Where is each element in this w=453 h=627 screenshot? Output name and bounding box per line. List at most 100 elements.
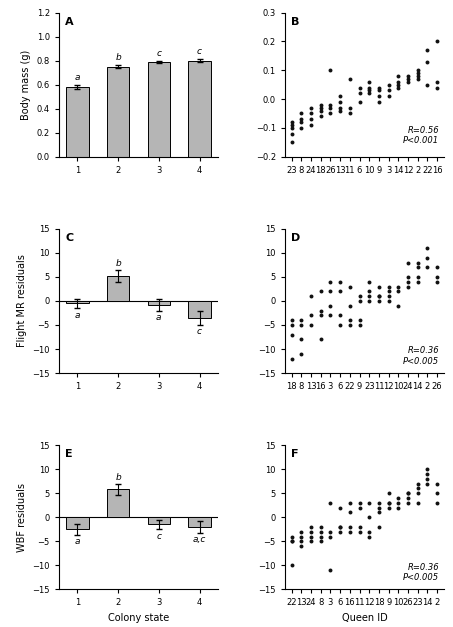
Point (337, 277, 344, 287)
Point (298, 349, 305, 359)
Point (414, 483, 421, 493)
X-axis label: Queen ID: Queen ID (342, 613, 387, 623)
Point (298, 117, 305, 127)
Point (308, 310, 315, 320)
Point (366, 277, 373, 287)
Point (298, 315, 305, 325)
Point (288, 137, 295, 147)
Point (424, 80, 431, 90)
Bar (66, 517, 88, 529)
Text: R=0.36
P<0.005: R=0.36 P<0.005 (403, 563, 439, 582)
Point (308, 120, 315, 130)
Bar (107, 66, 129, 157)
Point (385, 498, 392, 508)
Point (366, 527, 373, 537)
Bar (188, 517, 211, 527)
Point (356, 291, 363, 301)
Point (337, 91, 344, 101)
Point (366, 512, 373, 522)
Point (424, 56, 431, 66)
Point (414, 68, 421, 78)
Point (395, 287, 402, 297)
Y-axis label: Flight MR residuals: Flight MR residuals (17, 255, 27, 347)
Point (327, 100, 334, 110)
Point (308, 114, 315, 124)
Text: a: a (156, 313, 162, 322)
Point (346, 527, 353, 537)
Point (385, 498, 392, 508)
Point (366, 296, 373, 306)
Point (298, 320, 305, 330)
Bar (107, 276, 129, 301)
Point (366, 498, 373, 508)
Point (337, 287, 344, 297)
Point (414, 65, 421, 75)
Point (327, 287, 334, 297)
Point (346, 108, 353, 119)
Point (317, 310, 324, 320)
Point (346, 315, 353, 325)
Point (288, 536, 295, 546)
Point (414, 262, 421, 272)
Point (308, 103, 315, 113)
Point (366, 532, 373, 542)
Point (405, 282, 412, 292)
Point (414, 498, 421, 508)
Point (405, 258, 412, 268)
Point (376, 522, 383, 532)
Point (405, 498, 412, 508)
Point (317, 100, 324, 110)
Point (434, 488, 441, 498)
Point (385, 80, 392, 90)
Point (405, 71, 412, 81)
Point (356, 522, 363, 532)
Bar (107, 490, 129, 517)
Point (405, 493, 412, 503)
Text: F: F (291, 450, 299, 460)
Point (434, 272, 441, 282)
Text: b: b (115, 260, 121, 268)
Point (356, 296, 363, 306)
Point (337, 527, 344, 537)
Point (385, 91, 392, 101)
Point (317, 334, 324, 344)
Point (395, 503, 402, 513)
Point (337, 522, 344, 532)
Point (308, 532, 315, 542)
Point (308, 536, 315, 546)
Point (356, 88, 363, 98)
Point (337, 105, 344, 115)
Point (356, 97, 363, 107)
Point (327, 565, 334, 575)
Point (424, 478, 431, 488)
Point (298, 114, 305, 124)
Point (356, 503, 363, 513)
Point (434, 36, 441, 46)
Point (395, 80, 402, 90)
Point (346, 507, 353, 517)
Point (288, 561, 295, 571)
Point (414, 277, 421, 287)
Point (424, 243, 431, 253)
Point (405, 277, 412, 287)
Point (385, 85, 392, 95)
Point (327, 527, 334, 537)
Point (376, 507, 383, 517)
Point (337, 320, 344, 330)
Point (327, 301, 334, 311)
Point (346, 320, 353, 330)
Point (376, 503, 383, 513)
Text: a: a (75, 73, 80, 82)
Point (395, 76, 402, 87)
Point (434, 76, 441, 87)
Point (298, 536, 305, 546)
Point (405, 76, 412, 87)
Text: B: B (291, 17, 299, 27)
Point (346, 301, 353, 311)
Point (317, 112, 324, 122)
Point (346, 103, 353, 113)
Point (414, 272, 421, 282)
Text: C: C (65, 233, 73, 243)
Bar (188, 301, 211, 318)
Point (376, 291, 383, 301)
